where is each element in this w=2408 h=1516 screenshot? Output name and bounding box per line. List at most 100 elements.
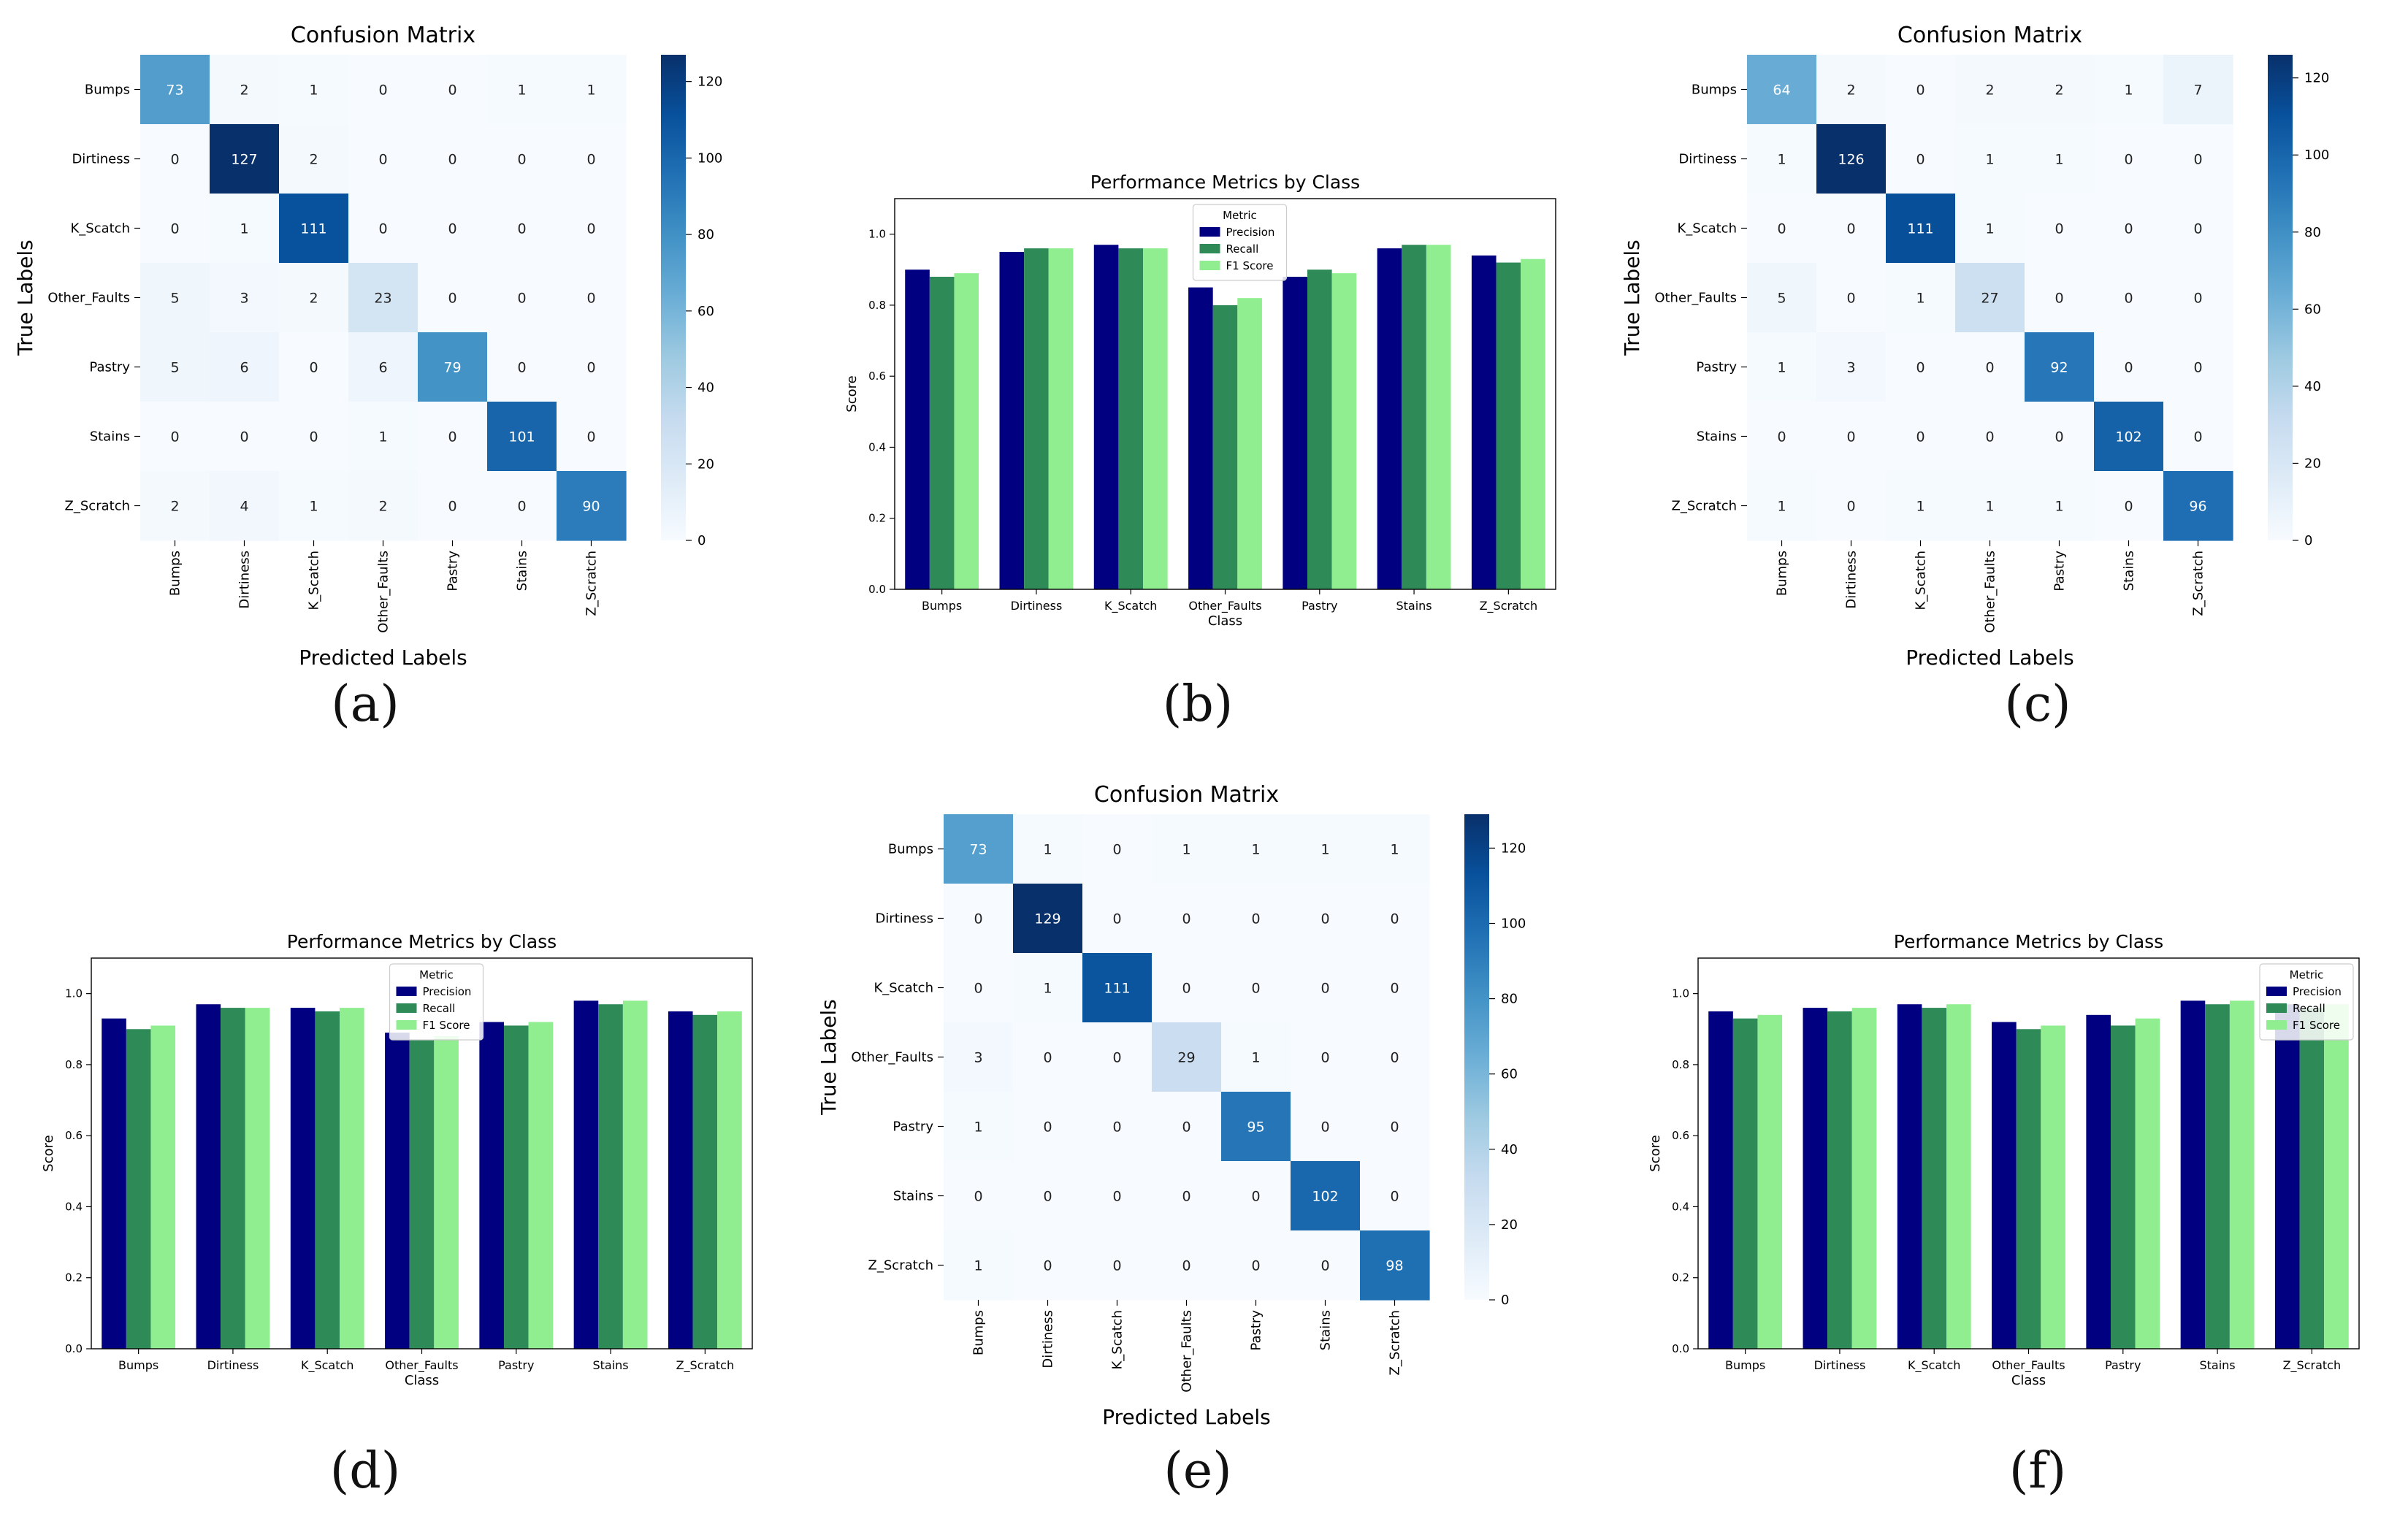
bar <box>1024 248 1049 589</box>
x-tick-label: Dirtiness <box>1041 1310 1056 1368</box>
cell-value: 1 <box>586 83 595 99</box>
y-axis-label: Score <box>844 375 860 412</box>
heatmap-cell <box>418 194 488 264</box>
cell-value: 0 <box>1112 1189 1121 1205</box>
heatmap-cell <box>418 332 488 402</box>
bar <box>1732 1018 1758 1349</box>
bar <box>954 273 979 589</box>
y-axis-label: Score <box>41 1135 56 1171</box>
y-tick-label: Bumps <box>888 842 933 857</box>
heatmap-cell <box>348 124 418 194</box>
heatmap-cell <box>1291 1092 1361 1162</box>
cell-value: 0 <box>1320 981 1329 997</box>
cell-value: 98 <box>1385 1258 1403 1274</box>
x-tick-label: Dirtiness <box>207 1358 259 1372</box>
heatmap-cell <box>1955 55 2025 125</box>
heatmap-cell <box>2025 402 2095 472</box>
y-tick-label: 0.4 <box>868 440 886 453</box>
bar <box>340 1008 364 1349</box>
cell-value: 0 <box>170 429 179 445</box>
heatmap-cell <box>279 332 349 402</box>
colorbar-tick-label: 60 <box>697 304 714 319</box>
cell-value: 0 <box>974 911 982 927</box>
heatmap-cell <box>1082 814 1153 884</box>
heatmap-cell <box>1291 1230 1361 1301</box>
x-tick-label: Stains <box>1318 1310 1334 1350</box>
heatmap-cell <box>487 471 557 541</box>
cell-value: 6 <box>378 360 387 376</box>
cell-value: 0 <box>2055 221 2063 237</box>
caption-a: (a) <box>331 675 400 733</box>
x-tick-label: Z_Scratch <box>1480 599 1538 613</box>
cell-value: 102 <box>2115 429 2141 445</box>
heatmap-cell <box>2094 194 2164 264</box>
bar <box>692 1014 718 1349</box>
heatmap-cell <box>944 1161 1014 1231</box>
cell-value: 0 <box>309 429 318 445</box>
legend-label: Recall <box>423 1002 456 1015</box>
heatmap-cell <box>1152 1022 1222 1092</box>
heatmap-cell <box>1152 814 1222 884</box>
heatmap-cell <box>2163 194 2233 264</box>
heatmap-cell <box>140 263 210 333</box>
y-tick-label: 0.0 <box>65 1342 83 1355</box>
heatmap-cell <box>1955 332 2025 402</box>
bar <box>2299 1008 2325 1349</box>
cell-value: 0 <box>586 152 595 168</box>
cell-value: 27 <box>1981 291 1998 307</box>
x-tick-label: K_Scatch <box>1908 1358 1960 1373</box>
panel-a: Confusion Matrix 73 2 1 0 0 1 1 0 127 2 0 0 0 0 0 1 111 0 0… <box>0 0 803 670</box>
cell-value: 0 <box>1916 360 1925 376</box>
heatmap-cell <box>1955 471 2025 541</box>
heatmap-cell <box>348 194 418 264</box>
legend-label: Precision <box>423 985 472 998</box>
chart-title: Performance Metrics by Class <box>1894 931 2163 952</box>
y-tick-label: 0.2 <box>868 512 886 525</box>
heatmap-cell <box>1886 402 1956 472</box>
heatmap-cell <box>1886 263 1956 333</box>
cell-value: 0 <box>586 360 595 376</box>
panel-d: Performance Metrics by Class 0.0 0.2 0.4 0.6… <box>0 759 803 1417</box>
bar <box>528 1022 554 1349</box>
heatmap-cell <box>944 1092 1014 1162</box>
heatmap-cell <box>1955 124 2025 194</box>
heatmap-cell <box>1816 263 1887 333</box>
heatmap-cell <box>1221 953 1291 1023</box>
x-tick-label: Pastry <box>446 551 461 592</box>
heatmap-cell <box>1816 332 1887 402</box>
cell-value: 1 <box>2055 152 2063 168</box>
panel-f: Performance Metrics by Class 0.0 0.2 0.4 0.6… <box>1607 759 2408 1417</box>
heatmap-cell <box>2163 55 2233 125</box>
bar <box>2205 1004 2230 1349</box>
heatmap-cell <box>1360 1161 1430 1231</box>
cell-value: 1 <box>1320 842 1329 858</box>
heatmap-cell <box>1221 1022 1291 1092</box>
heatmap-cell <box>1747 55 1817 125</box>
cell-value: 0 <box>2124 499 2133 515</box>
cell-value: 1 <box>1777 360 1786 376</box>
x-tick-label: Stains <box>592 1358 628 1372</box>
bar-chart-b: Performance Metrics by Class 0.0 0.2 0.4 0.6… <box>844 172 1556 629</box>
heatmap-cell <box>1360 814 1430 884</box>
y-tick-label: K_Scatch <box>70 221 130 237</box>
bar <box>1897 1004 1922 1349</box>
cell-value: 0 <box>1846 221 1855 237</box>
heatmap-cell <box>1082 1161 1153 1231</box>
heatmap-cell <box>944 953 1014 1023</box>
bar <box>1237 298 1262 589</box>
x-tick-label: K_Scatch <box>301 1358 353 1373</box>
cell-value: 0 <box>170 152 179 168</box>
heatmap-cell <box>1152 1092 1222 1162</box>
bar <box>598 1004 623 1349</box>
legend-swatch <box>396 1020 417 1030</box>
heatmap-cell <box>487 402 557 472</box>
x-tick-label: Z_Scratch <box>676 1358 735 1373</box>
bar <box>1212 305 1238 589</box>
cell-value: 79 <box>443 360 461 376</box>
heatmap-cell <box>557 402 627 472</box>
heatmap-cell <box>1221 884 1291 954</box>
legend-label: Precision <box>2293 985 2342 998</box>
heatmap-cell <box>2163 263 2233 333</box>
heatmap-cell <box>140 332 210 402</box>
